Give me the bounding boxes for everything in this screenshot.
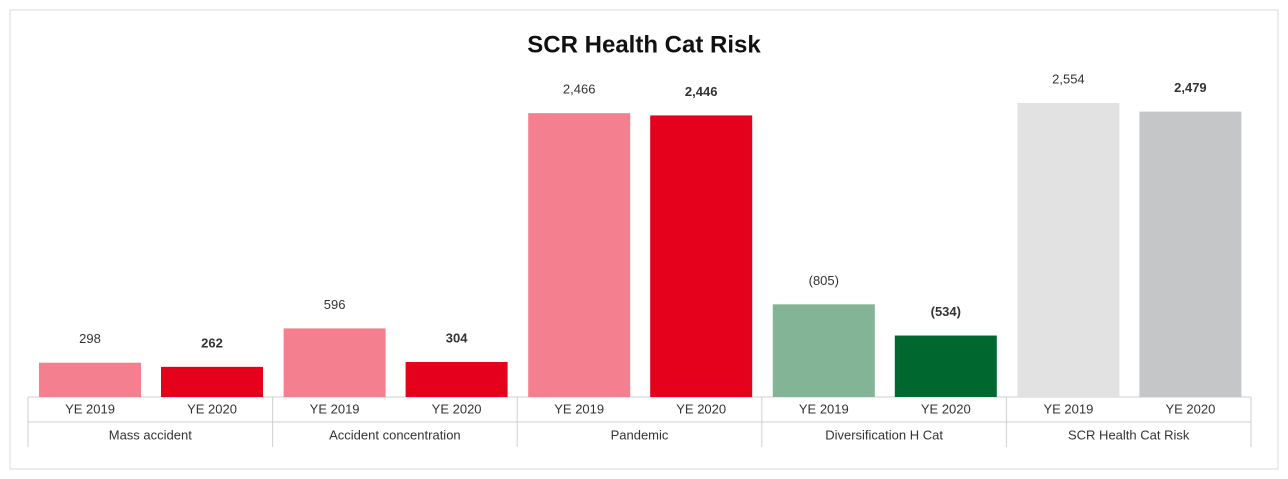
x-tick-label: YE 2019 — [1043, 401, 1093, 416]
chart-border — [9, 9, 1279, 470]
x-tick-label: YE 2020 — [187, 401, 237, 416]
data-label: 262 — [201, 335, 223, 350]
data-label: 2,479 — [1174, 80, 1207, 95]
data-label: 2,466 — [563, 82, 596, 97]
x-tick-label: YE 2020 — [676, 401, 726, 416]
bar — [1139, 111, 1242, 397]
bar — [39, 362, 141, 397]
data-label: (805) — [809, 273, 839, 288]
data-label: 298 — [79, 331, 101, 346]
group-label: SCR Health Cat Risk — [1068, 427, 1190, 442]
bar — [528, 113, 631, 397]
bar — [650, 115, 753, 398]
bar — [283, 328, 386, 397]
x-tick-label: YE 2020 — [432, 401, 482, 416]
chart-title: SCR Health Cat Risk — [527, 31, 761, 58]
bar — [405, 362, 508, 397]
group-label: Diversification H Cat — [825, 427, 943, 442]
group-label: Pandemic — [611, 427, 669, 442]
data-label: (534) — [931, 304, 961, 319]
bar — [1017, 103, 1120, 397]
bar — [772, 304, 875, 397]
data-label: 2,446 — [685, 84, 718, 99]
data-label: 2,554 — [1052, 71, 1085, 86]
group-label: Mass accident — [109, 427, 192, 442]
x-tick-label: YE 2019 — [554, 401, 604, 416]
x-tick-label: YE 2020 — [1165, 401, 1215, 416]
group-label: Accident concentration — [329, 427, 461, 442]
bar — [161, 366, 263, 397]
x-tick-label: YE 2019 — [310, 401, 360, 416]
bar — [894, 335, 997, 397]
x-tick-label: YE 2020 — [921, 401, 971, 416]
x-tick-label: YE 2019 — [799, 401, 849, 416]
x-tick-label: YE 2019 — [65, 401, 115, 416]
data-label: 304 — [446, 330, 468, 345]
data-label: 596 — [324, 297, 346, 312]
